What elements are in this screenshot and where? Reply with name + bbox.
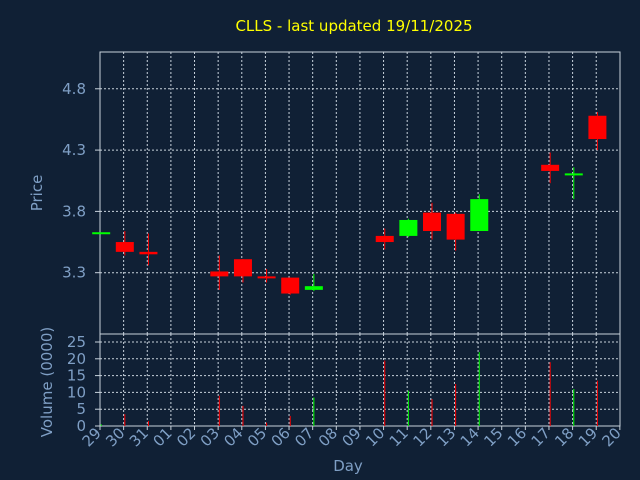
volume-grid [95,334,620,427]
candle-body [470,199,489,232]
candle [446,212,465,251]
candle [588,112,607,151]
candle [233,259,252,283]
price-grid [95,52,620,334]
x-axis-label: Day [333,457,363,475]
price-tick-labels: 3.3 3.8 4.3 4.8 [62,80,86,282]
price-tick-label: 3.3 [62,264,86,282]
volume-axis-label: Volume (0000) [38,327,56,437]
candle [470,194,489,232]
candle [541,152,560,184]
volume-bars [100,352,598,426]
price-tick-label: 4.3 [62,141,86,159]
candle-body [92,232,111,235]
price-tick-label: 4.8 [62,80,86,98]
candle [257,269,276,283]
candle-body [139,251,158,255]
volume-tick-label: 20 [67,350,86,368]
volume-tick-label: 5 [76,400,86,418]
candle-body [281,277,300,294]
volume-tick-label: 0 [76,417,86,435]
volume-tick-label: 15 [67,367,86,385]
candle [375,228,394,250]
candle [92,232,111,235]
candle [281,277,300,295]
candle-body [375,235,394,243]
volume-tick-label: 10 [67,383,86,401]
candle-body [423,212,442,232]
candle-body [115,242,134,252]
candle-body [233,259,252,277]
candle-body [541,164,560,171]
candle [423,202,442,240]
candle [564,167,583,200]
price-tick-label: 3.8 [62,202,86,220]
x-tick-labels: 2930310102030405060708091011121314151617… [79,424,625,450]
candle-body [304,286,323,290]
price-panel: 3.3 3.8 4.3 4.8 Price [28,51,621,335]
candle-body [257,276,276,279]
price-axis-label: Price [28,175,46,212]
candles [92,112,607,295]
candle [139,233,158,266]
volume-tick-label: 25 [67,333,86,351]
candle [210,255,229,290]
candle [115,231,134,256]
candle-body [588,115,607,140]
candle [399,218,418,238]
candle-body [446,213,465,240]
candle [304,273,323,292]
candle-body [210,271,229,277]
chart-title: CLLS - last updated 19/11/2025 [235,17,472,35]
candle-body [564,173,583,176]
candle-body [399,219,418,236]
